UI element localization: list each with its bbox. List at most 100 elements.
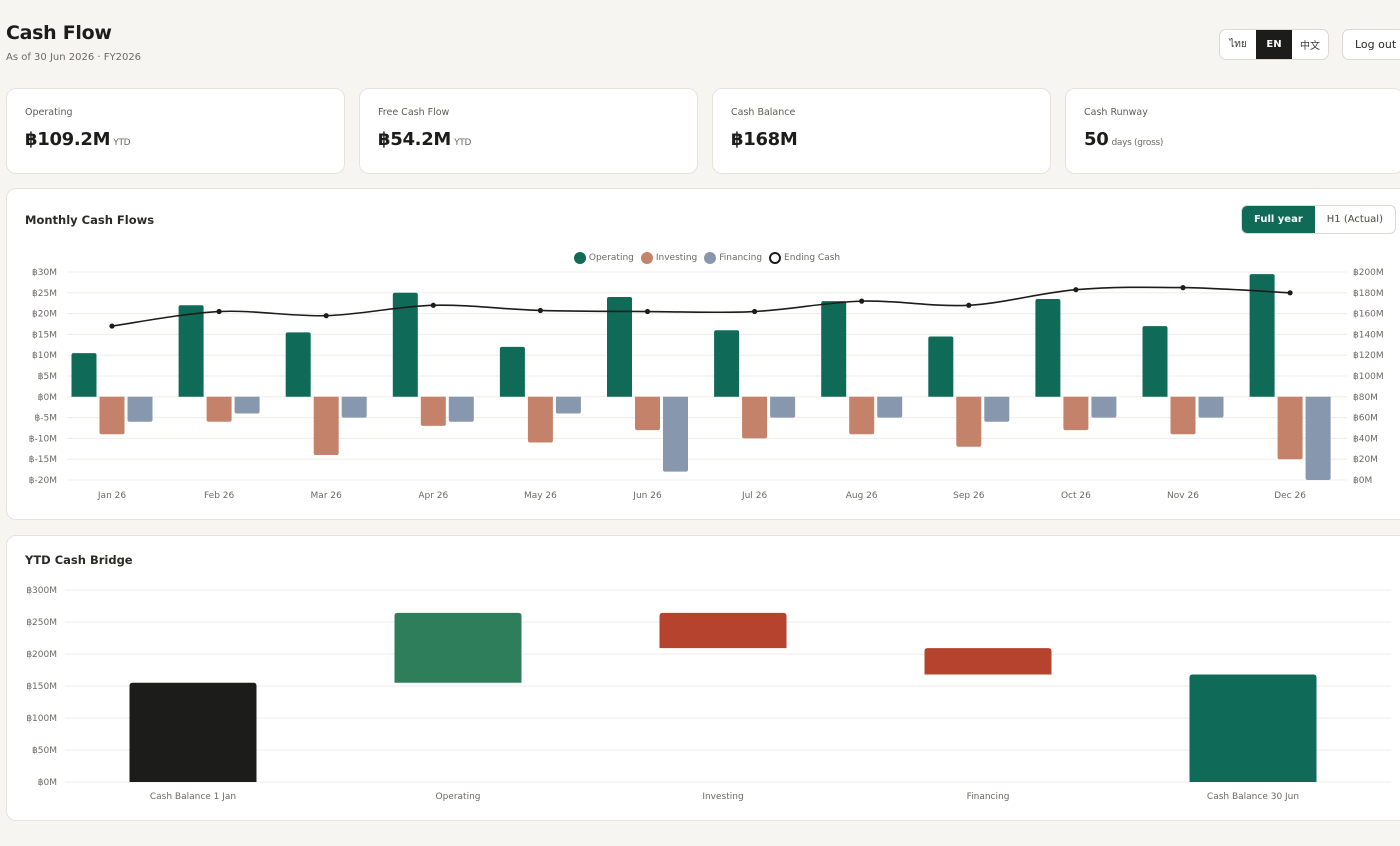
- kpi-value: ฿54.2M: [378, 129, 452, 150]
- kpi-card-cash-balance: Cash Balance ฿168M: [712, 88, 1051, 174]
- y-tick-label: ฿300M: [26, 586, 57, 596]
- financing-bar: [984, 396, 1010, 422]
- operating-bar: [1035, 299, 1061, 397]
- y-right-tick-label: ฿160M: [1353, 310, 1384, 320]
- ending-cash-line: [111, 286, 1291, 327]
- x-tick-label: Cash Balance 1 Jan: [150, 792, 236, 802]
- x-tick-label: Jan 26: [97, 491, 126, 501]
- y-tick-label: ฿150M: [26, 682, 57, 692]
- financing-bar: [555, 396, 581, 414]
- ending-cash-point: [323, 313, 329, 319]
- y-tick-label: ฿100M: [26, 714, 57, 724]
- monthly-cash-flows-chart: ฿30M ฿25M ฿20M ฿15M ฿10M ฿5M ฿0M ฿-5M ฿-10M ฿-15M…: [29, 268, 1384, 501]
- x-tick-label: Sep 26: [953, 491, 985, 501]
- y-right-tick-label: ฿80M: [1353, 393, 1378, 403]
- y-left-tick-label: ฿-10M: [29, 434, 57, 444]
- ending-cash-point: [859, 298, 865, 304]
- opening-balance-bar: [129, 682, 257, 782]
- lang-en-button[interactable]: EN: [1256, 30, 1292, 59]
- financing-bar: [663, 396, 688, 472]
- operating-bar: [1249, 274, 1275, 397]
- y-left-tick-label: ฿-15M: [29, 455, 57, 465]
- financing-bar: [770, 396, 796, 418]
- operating-bar: [714, 330, 740, 397]
- legend-label: Financing: [719, 253, 763, 263]
- y-left-tick-label: ฿0M: [38, 393, 57, 403]
- investing-bar: [527, 396, 553, 443]
- kpi-card-operating: Operating ฿109.2M YTD: [6, 88, 345, 174]
- chart-legend: Operating Investing Financing Ending Cas…: [7, 252, 1400, 264]
- y-left-tick-label: ฿15M: [32, 330, 57, 340]
- x-tick-label: Apr 26: [418, 491, 448, 501]
- kpi-unit: days (gross): [1111, 138, 1164, 148]
- logout-button[interactable]: Log out: [1342, 29, 1400, 60]
- h1-actual-button[interactable]: H1 (Actual): [1326, 214, 1383, 225]
- y-right-tick-label: ฿40M: [1353, 434, 1378, 444]
- ending-cash-point: [109, 323, 115, 329]
- kpi-unit: YTD: [113, 138, 131, 148]
- y-left-tick-label: ฿5M: [38, 372, 57, 382]
- kpi-value: ฿109.2M: [25, 129, 111, 150]
- page-header: Cash Flow As of 30 Jun 2026 · FY2026: [6, 22, 141, 63]
- ending-cash-point: [430, 302, 436, 308]
- investing-bar: [1277, 396, 1303, 460]
- investing-bar: [313, 396, 339, 456]
- ending-cash-point: [644, 308, 651, 315]
- legend-ring-icon: [769, 252, 782, 264]
- y-tick-label: ฿50M: [32, 746, 57, 756]
- y-right-tick-label: ฿60M: [1353, 414, 1378, 424]
- investing-bar: [420, 396, 446, 426]
- page-subtitle: As of 30 Jun 2026 · FY2026: [6, 52, 142, 63]
- kpi-label: Cash Runway: [1084, 107, 1148, 118]
- y-right-tick-label: ฿100M: [1353, 372, 1384, 382]
- lang-zh-button[interactable]: 中文: [1300, 41, 1320, 52]
- x-tick-label: Jul 26: [741, 491, 767, 501]
- investing-bar: [956, 396, 982, 447]
- legend-item-investing[interactable]: Investing: [640, 252, 697, 264]
- ytd-cash-bridge-card: YTD Cash Bridge ฿300M ฿250M ฿200M ฿150M ฿100…: [6, 535, 1400, 821]
- investing-bar: [742, 396, 768, 439]
- legend-item-operating[interactable]: Operating: [573, 252, 634, 264]
- kpi-label: Operating: [25, 107, 73, 118]
- full-year-button[interactable]: Full year: [1242, 206, 1315, 233]
- investing-bar: [206, 396, 232, 422]
- legend-label: Operating: [588, 253, 634, 263]
- y-right-tick-label: ฿120M: [1353, 351, 1384, 361]
- x-tick-label: Feb 26: [204, 491, 235, 501]
- y-tick-label: ฿200M: [26, 650, 57, 660]
- legend-dot-icon: [640, 252, 653, 264]
- x-tick-label: Operating: [436, 792, 481, 802]
- kpi-label: Free Cash Flow: [378, 107, 450, 118]
- operating-bar: [1142, 326, 1168, 397]
- y-right-tick-label: ฿180M: [1353, 289, 1384, 299]
- financing-bar: [1091, 396, 1117, 418]
- operating-bar: [392, 292, 418, 397]
- bridge-chart-title: YTD Cash Bridge: [25, 553, 133, 567]
- kpi-label: Cash Balance: [731, 107, 796, 118]
- lang-th-button[interactable]: ไทย: [1229, 39, 1247, 50]
- x-tick-label: Oct 26: [1061, 491, 1091, 501]
- investing-bar: [99, 396, 125, 435]
- investing-bridge-bar: [659, 612, 787, 649]
- legend-item-ending-cash[interactable]: Ending Cash: [769, 252, 840, 264]
- y-right-tick-label: ฿200M: [1353, 268, 1384, 278]
- ytd-cash-bridge-chart: ฿300M ฿250M ฿200M ฿150M ฿100M ฿50M ฿0M Cash Bal…: [26, 586, 1391, 802]
- financing-bar: [341, 396, 367, 418]
- period-toggle: Full year H1 (Actual): [1241, 205, 1396, 234]
- financing-bar: [877, 396, 903, 418]
- y-left-tick-label: ฿10M: [32, 351, 57, 361]
- legend-item-financing[interactable]: Financing: [704, 252, 762, 264]
- operating-bar: [928, 336, 954, 397]
- x-tick-label: Jun 26: [632, 491, 662, 501]
- y-right-tick-label: ฿20M: [1353, 455, 1378, 465]
- monthly-chart-title: Monthly Cash Flows: [25, 213, 155, 227]
- kpi-card-free-cash-flow: Free Cash Flow ฿54.2M YTD: [359, 88, 698, 174]
- y-right-tick-label: ฿0M: [1353, 476, 1372, 486]
- y-left-tick-label: ฿-5M: [35, 414, 57, 424]
- financing-bar: [448, 396, 474, 422]
- x-tick-label: Aug 26: [846, 491, 878, 501]
- x-tick-label: Cash Balance 30 Jun: [1207, 792, 1299, 802]
- x-tick-label: Mar 26: [311, 491, 343, 501]
- ending-cash-point: [1287, 290, 1293, 296]
- ending-cash-point: [1180, 285, 1186, 291]
